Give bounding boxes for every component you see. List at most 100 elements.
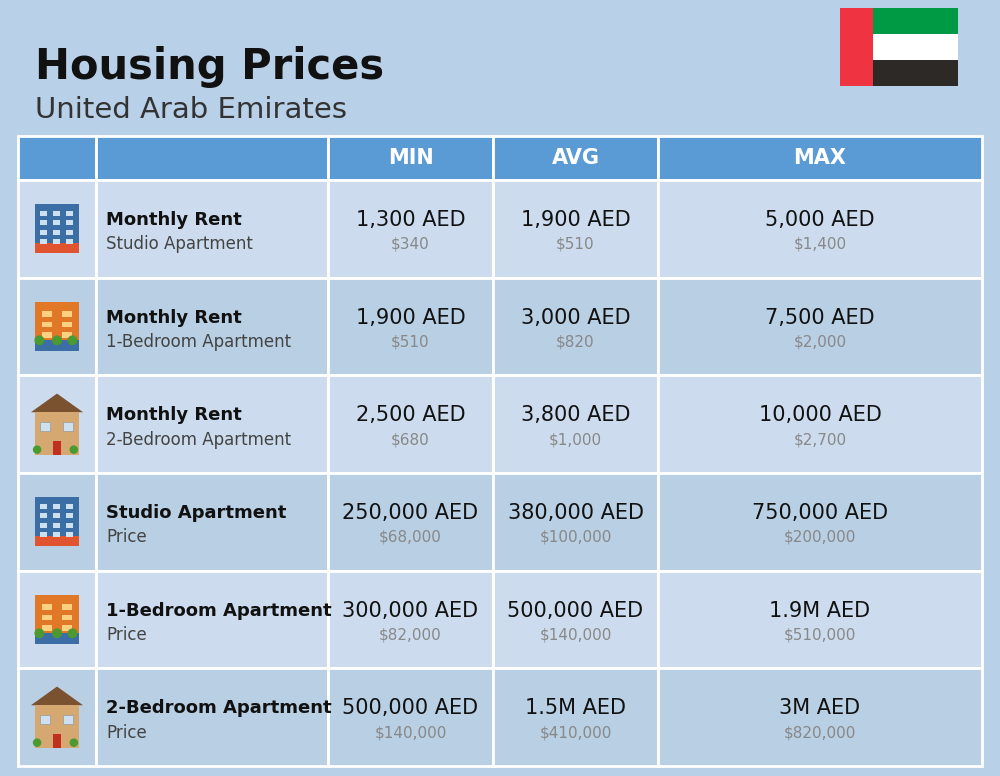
- Bar: [96, 278, 328, 376]
- Bar: [53, 734, 61, 748]
- Bar: [53, 504, 60, 509]
- Bar: [42, 321, 52, 327]
- Bar: [18, 473, 96, 570]
- Bar: [40, 220, 47, 225]
- Bar: [18, 136, 96, 180]
- Text: Monthly Rent: Monthly Rent: [106, 309, 242, 327]
- Bar: [40, 514, 47, 518]
- Bar: [493, 136, 658, 180]
- Bar: [53, 442, 61, 455]
- Text: 7,500 AED: 7,500 AED: [765, 308, 875, 327]
- Bar: [35, 243, 79, 254]
- Text: $410,000: $410,000: [539, 726, 612, 740]
- Text: Monthly Rent: Monthly Rent: [106, 211, 242, 229]
- Text: 2,500 AED: 2,500 AED: [356, 405, 465, 425]
- Bar: [658, 278, 982, 376]
- Bar: [62, 615, 72, 621]
- Bar: [62, 310, 72, 317]
- Bar: [35, 412, 79, 455]
- Bar: [35, 497, 79, 535]
- Text: Price: Price: [106, 626, 147, 644]
- Bar: [40, 523, 47, 528]
- Bar: [40, 715, 50, 724]
- Bar: [328, 473, 493, 570]
- Text: $340: $340: [391, 237, 430, 252]
- Bar: [35, 705, 79, 748]
- Text: 380,000 AED: 380,000 AED: [508, 503, 644, 523]
- Bar: [35, 595, 79, 633]
- Text: 1,900 AED: 1,900 AED: [521, 210, 630, 230]
- Bar: [658, 473, 982, 570]
- Text: Housing Prices: Housing Prices: [35, 46, 384, 88]
- Bar: [66, 523, 73, 528]
- Bar: [873, 34, 958, 60]
- Text: $820: $820: [556, 334, 595, 350]
- Text: $820,000: $820,000: [784, 726, 856, 740]
- Bar: [66, 220, 73, 225]
- Circle shape: [68, 629, 77, 638]
- Text: $510: $510: [391, 334, 430, 350]
- Bar: [96, 376, 328, 473]
- Circle shape: [52, 629, 62, 638]
- Bar: [42, 332, 52, 338]
- Bar: [63, 715, 73, 724]
- Circle shape: [70, 739, 78, 747]
- Bar: [62, 321, 72, 327]
- Bar: [328, 180, 493, 278]
- Bar: [42, 625, 52, 632]
- Text: 1,900 AED: 1,900 AED: [356, 308, 465, 327]
- Text: Price: Price: [106, 724, 147, 742]
- Bar: [66, 211, 73, 216]
- Text: $510: $510: [556, 237, 595, 252]
- Bar: [18, 668, 96, 766]
- Text: MAX: MAX: [794, 148, 846, 168]
- Bar: [53, 523, 60, 528]
- Text: Monthly Rent: Monthly Rent: [106, 407, 242, 424]
- Bar: [493, 668, 658, 766]
- Bar: [35, 535, 79, 546]
- Bar: [493, 376, 658, 473]
- Text: 3M AED: 3M AED: [779, 698, 861, 719]
- Text: Price: Price: [106, 528, 147, 546]
- Bar: [18, 278, 96, 376]
- Bar: [328, 668, 493, 766]
- Bar: [62, 625, 72, 632]
- Text: 1-Bedroom Apartment: 1-Bedroom Apartment: [106, 333, 291, 351]
- Bar: [40, 422, 50, 431]
- Text: AVG: AVG: [552, 148, 600, 168]
- Bar: [328, 136, 493, 180]
- Bar: [35, 633, 79, 644]
- Bar: [328, 570, 493, 668]
- Polygon shape: [31, 393, 83, 412]
- Bar: [35, 204, 79, 243]
- Bar: [53, 220, 60, 225]
- Bar: [40, 230, 47, 235]
- Bar: [658, 180, 982, 278]
- Bar: [53, 230, 60, 235]
- Circle shape: [68, 335, 77, 345]
- Bar: [40, 239, 47, 244]
- Text: $510,000: $510,000: [784, 628, 856, 643]
- Bar: [658, 376, 982, 473]
- Text: $1,000: $1,000: [549, 432, 602, 447]
- Text: 1.9M AED: 1.9M AED: [769, 601, 871, 621]
- Bar: [53, 239, 60, 244]
- Text: 2-Bedroom Apartment: 2-Bedroom Apartment: [106, 431, 291, 449]
- Bar: [66, 514, 73, 518]
- Bar: [35, 341, 79, 352]
- Bar: [840, 8, 873, 86]
- Bar: [658, 668, 982, 766]
- Bar: [40, 532, 47, 537]
- Bar: [62, 332, 72, 338]
- Bar: [53, 532, 60, 537]
- Bar: [40, 504, 47, 509]
- Text: 10,000 AED: 10,000 AED: [759, 405, 881, 425]
- Text: 250,000 AED: 250,000 AED: [342, 503, 479, 523]
- Circle shape: [34, 335, 44, 345]
- Bar: [840, 8, 958, 86]
- Circle shape: [33, 445, 41, 454]
- Bar: [96, 668, 328, 766]
- Circle shape: [52, 335, 62, 345]
- Bar: [96, 180, 328, 278]
- Text: 1,300 AED: 1,300 AED: [356, 210, 465, 230]
